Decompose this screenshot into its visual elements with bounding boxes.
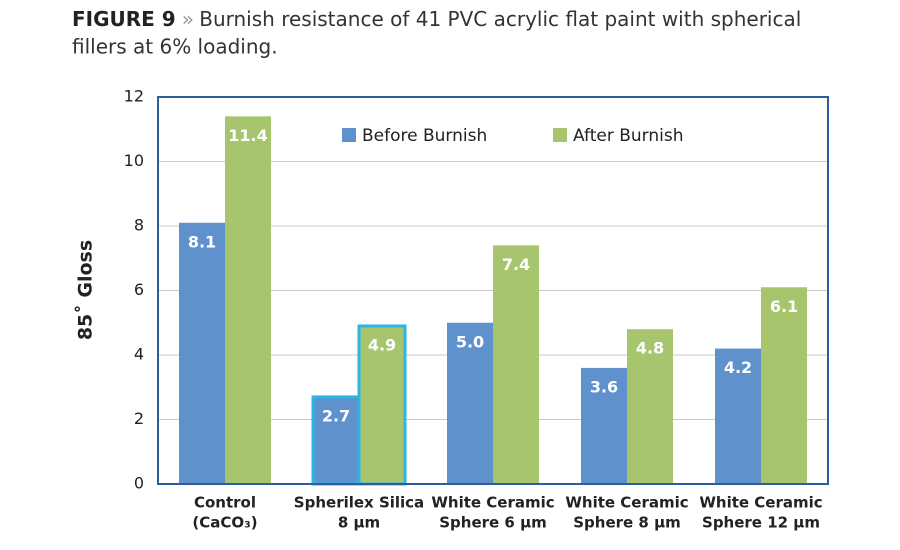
title-separator: » <box>182 7 194 31</box>
figure-label: FIGURE 9 <box>72 7 176 31</box>
x-tick-label: Sphere 12 µm <box>702 514 820 532</box>
legend-swatch <box>342 128 356 142</box>
x-tick-label: Sphere 8 µm <box>573 514 681 532</box>
bar <box>627 329 673 484</box>
x-tick-label: 8 µm <box>338 514 380 532</box>
value-label: 8.1 <box>188 232 216 251</box>
value-label: 7.4 <box>502 255 530 274</box>
bar <box>179 222 225 484</box>
value-label: 4.8 <box>636 339 664 358</box>
bar <box>581 367 627 484</box>
y-tick-label: 4 <box>134 345 144 364</box>
value-label: 3.6 <box>590 377 618 396</box>
legend-label: After Burnish <box>573 126 683 146</box>
y-tick-label: 0 <box>134 474 144 493</box>
x-tick-label: (CaCO₃) <box>192 514 257 532</box>
x-tick-label: Sphere 6 µm <box>439 514 547 532</box>
value-label: 2.7 <box>322 406 350 425</box>
x-tick-label: White Ceramic <box>431 494 554 512</box>
bar <box>225 116 271 484</box>
value-label: 4.2 <box>724 358 752 377</box>
y-tick-label: 12 <box>124 87 144 106</box>
x-tick-label: White Ceramic <box>699 494 822 512</box>
bar <box>761 287 807 484</box>
legend-label: Before Burnish <box>362 126 487 146</box>
x-tick-label: Control <box>194 494 256 512</box>
legend-swatch <box>553 128 567 142</box>
y-tick-label: 6 <box>134 280 144 299</box>
chart-title: FIGURE 9» Burnish resistance of 41 PVC ac… <box>72 7 801 31</box>
value-label: 11.4 <box>228 126 267 145</box>
x-tick-label: White Ceramic <box>565 494 688 512</box>
y-tick-label: 2 <box>134 409 144 428</box>
chart-title-line: fillers at 6% loading. <box>72 35 278 59</box>
value-label: 6.1 <box>770 297 798 316</box>
value-label: 4.9 <box>368 335 396 354</box>
bar <box>493 245 539 484</box>
plot-frame <box>157 96 829 485</box>
y-tick-label: 8 <box>134 216 144 235</box>
bar <box>447 322 493 484</box>
title-line: Burnish resistance of 41 PVC acrylic fla… <box>199 7 801 31</box>
bar <box>715 348 761 484</box>
x-tick-label: Spherilex Silica <box>294 494 424 512</box>
y-tick-label: 10 <box>124 151 144 170</box>
value-label: 5.0 <box>456 332 484 351</box>
bar <box>357 324 407 486</box>
y-axis-label: 85˚ Gloss <box>74 240 97 340</box>
